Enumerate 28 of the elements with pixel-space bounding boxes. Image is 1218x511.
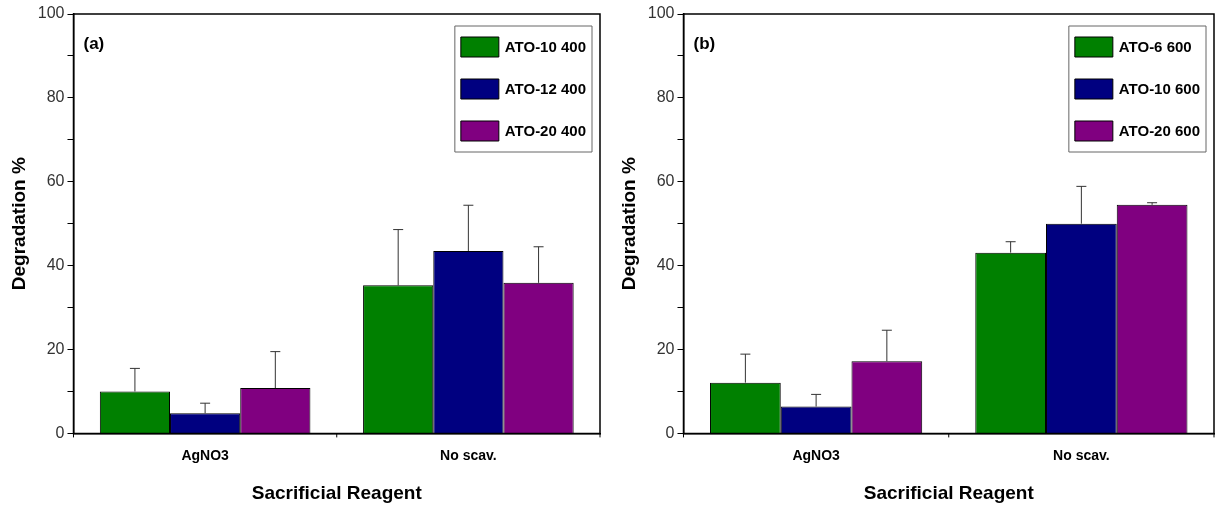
x-axis-title: Sacrificial Reagent bbox=[863, 481, 1035, 503]
y-tick-label: 0 bbox=[665, 423, 675, 441]
y-tick-label: 40 bbox=[656, 256, 675, 274]
y-tick-label: 20 bbox=[46, 339, 65, 357]
annotation: (a) bbox=[83, 34, 105, 54]
legend-label: ATO-10 400 bbox=[504, 38, 586, 56]
y-tick-label: 20 bbox=[656, 339, 675, 357]
y-tick-label: 80 bbox=[656, 88, 675, 106]
annotation: (b) bbox=[693, 34, 716, 54]
x-tick-label: AgNO3 bbox=[181, 446, 230, 463]
y-tick-label: 60 bbox=[46, 172, 65, 190]
legend-label: ATO-10 600 bbox=[1118, 80, 1200, 98]
y-axis-title: Degradation % bbox=[7, 157, 29, 291]
legend-label: ATO-20 400 bbox=[504, 122, 586, 140]
x-tick-label: No scav. bbox=[1053, 446, 1110, 463]
x-axis-title: Sacrificial Reagent bbox=[251, 481, 423, 503]
y-tick-label: 100 bbox=[647, 4, 675, 22]
y-tick-label: 80 bbox=[46, 88, 65, 106]
y-tick-label: 40 bbox=[46, 256, 65, 274]
y-axis-title: Degradation % bbox=[617, 157, 639, 291]
legend-label: ATO-20 600 bbox=[1118, 122, 1200, 140]
x-tick-label: No scav. bbox=[440, 446, 497, 463]
y-tick-label: 60 bbox=[656, 172, 675, 190]
y-tick-label: 0 bbox=[55, 423, 65, 441]
x-tick-label: AgNO3 bbox=[792, 446, 841, 463]
y-tick-label: 100 bbox=[37, 4, 65, 22]
legend-label: ATO-6 600 bbox=[1118, 38, 1192, 56]
legend-label: ATO-12 400 bbox=[504, 80, 586, 98]
